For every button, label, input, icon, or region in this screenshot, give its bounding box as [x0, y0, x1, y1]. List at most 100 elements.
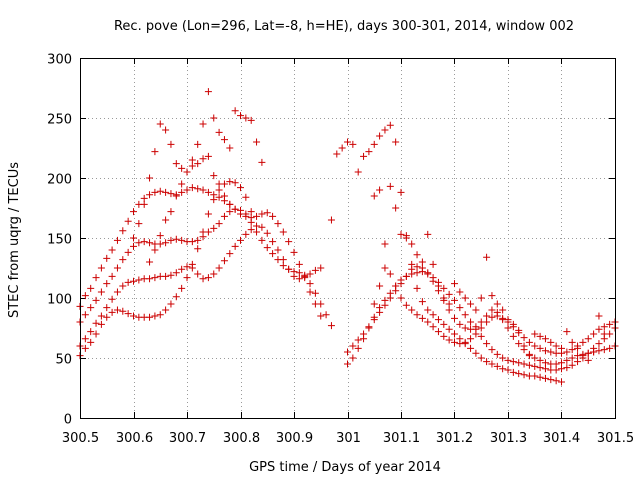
data-point — [354, 336, 362, 344]
data-point — [156, 187, 164, 195]
data-point — [199, 228, 207, 236]
data-point — [499, 314, 507, 322]
x-tick-label: 300.8 — [223, 431, 260, 446]
data-point — [279, 256, 287, 264]
data-point — [451, 280, 458, 288]
data-point — [349, 140, 357, 148]
data-point — [456, 288, 464, 296]
data-point — [237, 184, 244, 192]
data-point — [445, 306, 453, 314]
data-point — [210, 114, 218, 122]
data-point — [204, 210, 212, 218]
data-point — [493, 362, 501, 370]
data-point — [493, 350, 501, 358]
data-point — [322, 311, 330, 319]
data-point — [541, 347, 549, 355]
data-point — [499, 354, 507, 362]
x-tick-label: 300.5 — [62, 431, 99, 446]
data-point — [215, 128, 223, 136]
data-point — [397, 280, 405, 288]
data-point — [130, 277, 137, 285]
data-point — [162, 239, 170, 247]
data-point — [172, 160, 180, 168]
data-point — [440, 284, 448, 292]
data-point — [226, 144, 234, 152]
data-point — [311, 266, 319, 274]
data-point — [354, 168, 362, 176]
data-point — [167, 236, 175, 244]
data-point — [429, 311, 437, 319]
data-point — [376, 132, 384, 140]
data-point — [204, 152, 212, 160]
data-point — [113, 288, 121, 296]
y-axis-label: STEC from uqrg / TECUs — [7, 162, 22, 318]
data-point — [477, 324, 485, 332]
y-tick-label: 50 — [55, 353, 72, 368]
data-point — [520, 334, 528, 342]
data-point — [226, 250, 234, 258]
data-point — [242, 230, 250, 238]
data-point — [451, 338, 458, 346]
data-point — [434, 316, 442, 324]
data-point — [119, 256, 127, 264]
data-point — [119, 307, 127, 315]
data-point — [204, 88, 212, 96]
data-point — [220, 212, 228, 220]
data-point — [194, 140, 202, 148]
data-point — [574, 344, 582, 352]
data-point — [103, 254, 111, 262]
data-point — [242, 210, 250, 218]
data-point — [499, 365, 507, 373]
data-point — [199, 186, 207, 194]
data-point — [472, 323, 480, 331]
data-point — [445, 300, 453, 308]
data-point — [429, 277, 437, 285]
data-point — [413, 284, 421, 292]
data-point — [397, 230, 405, 238]
data-point — [461, 338, 469, 346]
data-point — [547, 338, 555, 346]
data-point — [467, 325, 475, 333]
data-point — [194, 185, 202, 193]
data-point — [258, 223, 266, 231]
data-point — [584, 356, 592, 364]
x-tick-label: 301.1 — [383, 431, 420, 446]
data-point — [247, 226, 255, 234]
data-point — [413, 263, 421, 271]
data-point — [151, 246, 159, 254]
data-point — [188, 162, 196, 170]
data-point — [558, 365, 565, 373]
data-point — [135, 220, 143, 228]
data-point — [590, 348, 598, 356]
data-point — [87, 304, 95, 312]
data-point — [381, 301, 389, 309]
data-point — [103, 313, 111, 321]
data-point — [130, 242, 137, 250]
data-point — [146, 313, 154, 321]
chart-title: Rec. pove (Lon=296, Lat=-8, h=HE), days … — [114, 19, 574, 34]
data-point — [563, 364, 571, 372]
data-point — [156, 311, 164, 319]
data-point — [488, 313, 496, 321]
data-point — [210, 224, 218, 232]
data-point — [424, 306, 432, 314]
data-point — [124, 217, 132, 225]
data-point — [140, 194, 148, 202]
data-point — [226, 178, 234, 186]
data-point — [467, 300, 475, 308]
data-point — [167, 208, 175, 216]
data-point — [563, 356, 571, 364]
data-point — [231, 179, 239, 187]
data-point — [392, 138, 400, 146]
data-point — [472, 330, 480, 338]
data-point — [483, 340, 491, 348]
data-point — [172, 269, 180, 277]
data-point — [135, 276, 143, 284]
x-tick-label: 301.3 — [490, 431, 527, 446]
data-point — [220, 192, 228, 200]
data-point — [541, 374, 549, 382]
data-point — [418, 314, 426, 322]
data-point — [370, 192, 378, 200]
data-point — [525, 361, 533, 369]
data-point — [408, 240, 416, 248]
